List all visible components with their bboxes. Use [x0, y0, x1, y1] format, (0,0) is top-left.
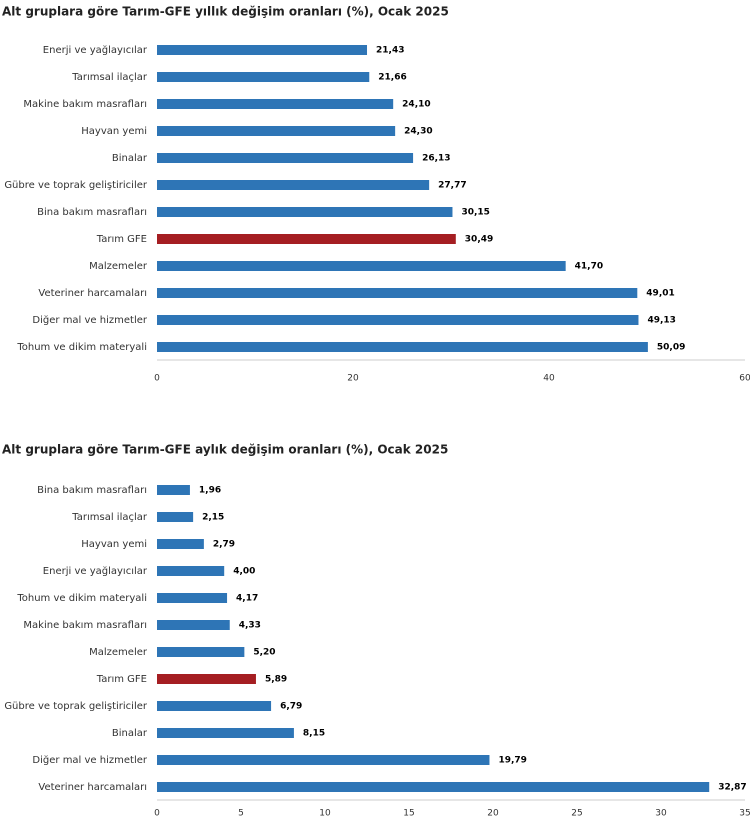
value-label: 21,43 — [376, 46, 404, 56]
x-tick-label: 60 — [739, 374, 750, 384]
bar — [157, 207, 453, 217]
x-tick-label: 40 — [543, 374, 555, 384]
y-tick-label: Bina bakım masrafları — [37, 207, 147, 218]
x-tick-label: 20 — [487, 809, 499, 816]
bar — [157, 647, 245, 657]
bar — [157, 342, 648, 352]
y-tick-label: Enerji ve yağlayıcılar — [43, 565, 148, 577]
bar — [157, 180, 430, 190]
y-tick-label: Hayvan yemi — [81, 126, 147, 137]
value-label: 26,13 — [422, 154, 450, 164]
x-tick-label: 0 — [154, 809, 160, 816]
x-tick-label: 0 — [154, 374, 160, 384]
y-tick-label: Malzemeler — [89, 261, 148, 272]
bar — [157, 728, 294, 738]
y-tick-label: Diğer mal ve hizmetler — [32, 754, 147, 766]
bar — [157, 153, 414, 163]
bar — [157, 512, 194, 522]
value-label: 49,01 — [646, 289, 674, 299]
value-label: 6,79 — [280, 702, 302, 712]
y-tick-label: Hayvan yemi — [81, 539, 147, 550]
y-tick-label: Bina bakım masrafları — [37, 485, 147, 496]
bar — [157, 701, 272, 711]
bar — [157, 566, 225, 576]
y-tick-label: Malzemeler — [89, 647, 148, 658]
y-tick-label: Gübre ve toprak geliştiriciler — [4, 180, 148, 191]
value-label: 24,30 — [404, 127, 432, 137]
value-label: 19,79 — [498, 756, 526, 766]
value-label: 27,77 — [438, 181, 466, 191]
value-label: 41,70 — [575, 262, 603, 272]
value-label: 49,13 — [647, 316, 675, 326]
y-tick-label: Enerji ve yağlayıcılar — [43, 44, 148, 56]
value-label: 2,15 — [202, 513, 224, 523]
value-label: 1,96 — [199, 486, 221, 496]
bar — [157, 782, 710, 792]
y-tick-label: Veteriner harcamaları — [38, 288, 147, 299]
y-tick-label: Makine bakım masrafları — [23, 99, 147, 110]
bar — [157, 288, 638, 298]
value-label: 2,79 — [213, 540, 235, 550]
bar — [157, 755, 490, 765]
y-tick-label: Binalar — [112, 153, 148, 164]
y-tick-label: Tohum ve dikim materyali — [16, 593, 147, 604]
value-label: 30,15 — [461, 208, 489, 218]
bar — [157, 593, 228, 603]
bar — [157, 261, 566, 271]
value-label: 8,15 — [303, 729, 325, 739]
bar — [157, 99, 394, 109]
value-label: 5,20 — [253, 648, 275, 658]
bar — [157, 539, 204, 549]
x-tick-label: 15 — [403, 809, 414, 816]
y-tick-label: Tohum ve dikim materyali — [16, 342, 147, 353]
bar — [157, 485, 190, 495]
y-tick-label: Tarımsal ilaçlar — [71, 72, 148, 83]
y-tick-label: Veteriner harcamaları — [38, 782, 147, 793]
value-label: 32,87 — [718, 783, 746, 793]
y-tick-label: Diğer mal ve hizmetler — [32, 314, 147, 326]
x-tick-label: 5 — [238, 809, 244, 816]
bar — [157, 126, 396, 136]
value-label: 4,33 — [239, 621, 261, 631]
x-tick-label: 25 — [571, 809, 582, 816]
value-label: 21,66 — [378, 73, 406, 83]
value-label: 5,89 — [265, 675, 287, 685]
bar — [157, 315, 639, 325]
x-tick-label: 20 — [347, 374, 359, 384]
value-label: 4,00 — [233, 567, 255, 577]
y-tick-label: Tarımsal ilaçlar — [71, 512, 148, 523]
bar — [157, 620, 230, 630]
value-label: 4,17 — [236, 594, 258, 604]
y-tick-label: Gübre ve toprak geliştiriciler — [4, 701, 148, 712]
x-tick-label: 30 — [655, 809, 667, 816]
y-tick-label: Makine bakım masrafları — [23, 620, 147, 631]
value-label: 50,09 — [657, 343, 685, 353]
bar — [157, 234, 456, 244]
chart-title: Alt gruplara göre Tarım-GFE aylık değişi… — [2, 443, 448, 457]
bar — [157, 45, 368, 55]
chart-title: Alt gruplara göre Tarım-GFE yıllık değiş… — [2, 5, 449, 19]
x-tick-label: 35 — [739, 809, 750, 816]
bar — [157, 72, 370, 82]
x-tick-label: 10 — [319, 809, 331, 816]
value-label: 30,49 — [465, 235, 493, 245]
value-label: 24,10 — [402, 100, 430, 110]
bar — [157, 674, 256, 684]
y-tick-label: Tarım GFE — [96, 234, 147, 245]
y-tick-label: Tarım GFE — [96, 674, 147, 685]
y-tick-label: Binalar — [112, 728, 148, 739]
